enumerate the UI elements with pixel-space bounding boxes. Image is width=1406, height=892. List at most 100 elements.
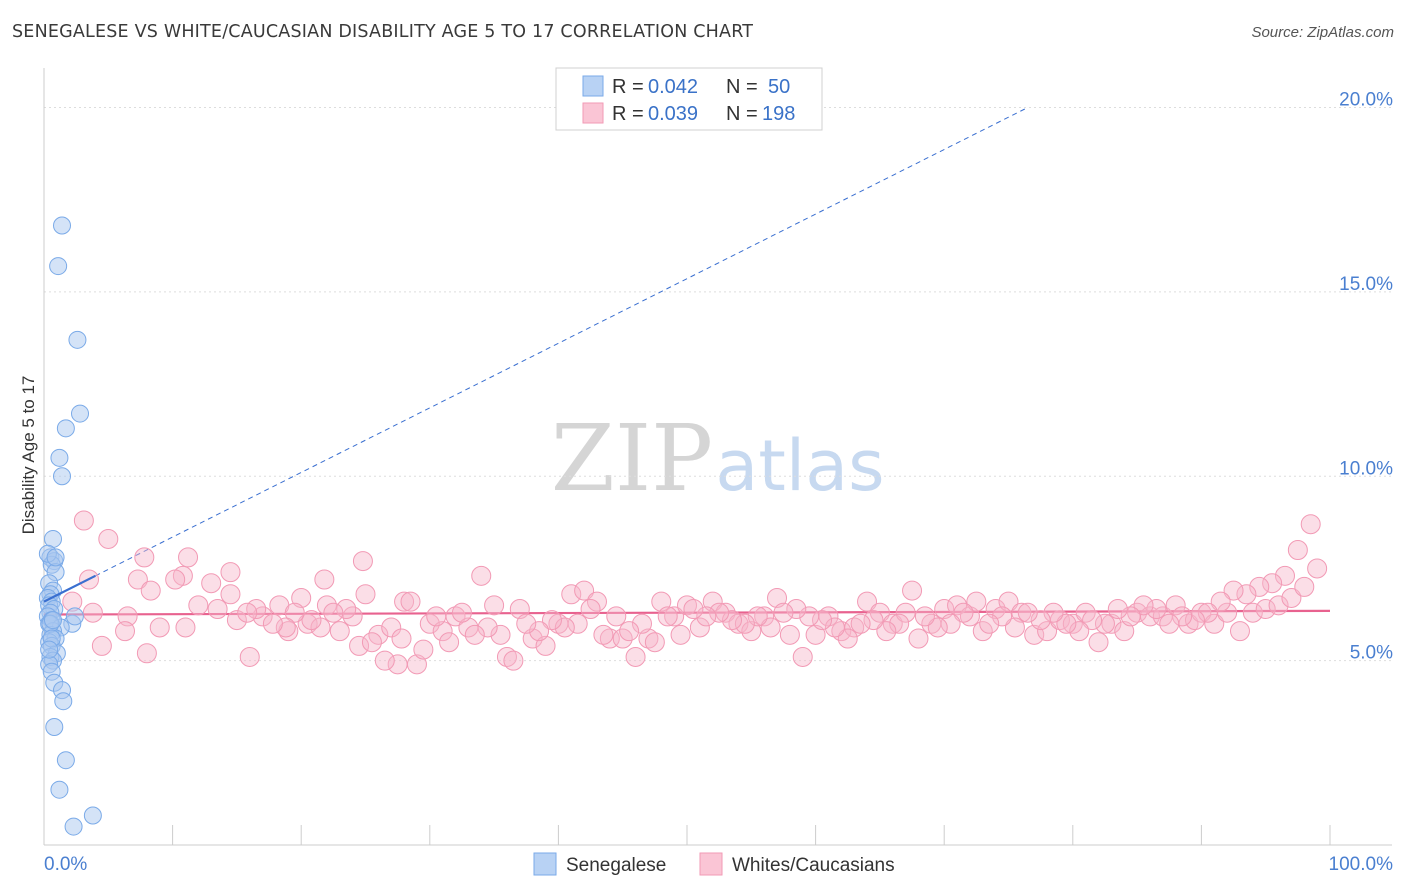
whites-point — [631, 613, 652, 634]
whites-point — [149, 617, 170, 638]
chart-title: SENEGALESE VS WHITE/CAUCASIAN DISABILITY… — [12, 22, 754, 42]
whites-point — [1229, 621, 1250, 642]
whites-point — [1082, 610, 1103, 631]
senegalese-points — [38, 216, 102, 836]
whites-point — [709, 602, 730, 623]
whites-point — [1101, 613, 1122, 634]
whites-point — [391, 628, 412, 649]
whites-point — [426, 606, 447, 627]
whites-point — [115, 621, 136, 642]
whites-point — [406, 654, 427, 675]
whites-point — [1011, 602, 1032, 623]
whites-point — [91, 635, 112, 656]
whites-point — [1165, 595, 1186, 616]
bottom-legend: Senegalese Whites/Caucasians — [533, 852, 895, 876]
whites-point — [664, 606, 685, 627]
whites-point — [496, 646, 517, 667]
senegalese-point — [56, 419, 75, 438]
whites-point — [953, 602, 974, 623]
y-tick-label: 5.0% — [1350, 643, 1393, 664]
senegalese-point — [65, 607, 84, 626]
whites-point — [400, 591, 421, 612]
whites-point — [850, 613, 871, 634]
whites-point — [477, 617, 498, 638]
whites-point — [567, 613, 588, 634]
whites-point — [529, 621, 550, 642]
whites-point — [966, 591, 987, 612]
whites-point — [127, 569, 148, 590]
whites-point — [1300, 514, 1321, 535]
whites-point — [117, 606, 138, 627]
whites-point — [644, 632, 665, 653]
whites-point — [702, 591, 723, 612]
whites-point — [329, 621, 350, 642]
whites-point — [535, 635, 556, 656]
whites-point — [220, 584, 241, 605]
whites-point — [979, 613, 1000, 634]
axes: 5.0% 10.0% 15.0% 20.0% 0.0% 100.0% — [43, 68, 1393, 875]
whites-point — [677, 595, 697, 616]
whites-point — [1133, 595, 1154, 616]
whites-trend-line — [43, 609, 1331, 616]
whites-point — [262, 613, 283, 634]
whites-point — [361, 632, 382, 653]
whites-point — [1056, 613, 1077, 634]
whites-point — [82, 602, 103, 623]
whites-point — [940, 613, 961, 634]
whites-point — [625, 646, 646, 667]
senegalese-point — [49, 257, 68, 276]
whites-point — [593, 624, 614, 645]
watermark-atlas: atlas — [715, 425, 884, 507]
whites-point — [773, 602, 794, 623]
whites-point — [1242, 602, 1263, 623]
whites-point — [516, 613, 537, 634]
legend-n-value: 50 — [768, 76, 790, 98]
whites-point — [432, 621, 453, 642]
whites-point — [580, 599, 601, 619]
whites-point — [1114, 621, 1135, 642]
senegalese-point — [50, 448, 69, 467]
whites-point — [683, 599, 704, 619]
whites-point — [1223, 580, 1244, 601]
bottom-legend-swatch-senegalese — [533, 852, 557, 876]
whites-point — [734, 613, 755, 634]
whites-point — [1281, 587, 1302, 608]
whites-point — [1294, 576, 1315, 597]
whites-point — [355, 584, 376, 605]
whites-point — [1088, 632, 1109, 653]
legend-swatch-whites — [582, 102, 604, 124]
senegalese-point — [56, 751, 75, 770]
whites-point — [1249, 576, 1270, 597]
whites-point — [175, 617, 196, 638]
whites-point — [657, 606, 678, 627]
senegalese-point — [68, 330, 87, 349]
senegalese-trend-extension — [95, 107, 1029, 577]
legend-r-value: 0.042 — [648, 76, 698, 98]
whites-point — [490, 624, 511, 645]
whites-point — [275, 617, 296, 638]
whites-point — [1094, 613, 1115, 634]
y-tick-label: 20.0% — [1339, 90, 1393, 111]
legend-n-value: 198 — [762, 103, 795, 125]
whites-point — [98, 528, 119, 549]
legend-swatch-senegalese — [582, 75, 604, 97]
whites-point — [824, 617, 845, 638]
whites-point — [178, 547, 199, 568]
whites-point — [574, 580, 595, 601]
whites-point — [992, 606, 1013, 627]
trend-lines — [43, 107, 1331, 616]
whites-point — [1236, 584, 1257, 605]
whites-point — [889, 613, 910, 634]
whites-point — [747, 606, 768, 627]
whites-point — [484, 595, 505, 616]
whites-point — [902, 580, 923, 601]
whites-point — [1287, 540, 1308, 560]
senegalese-point — [54, 692, 73, 711]
whites-point — [1184, 610, 1205, 631]
whites-point — [760, 617, 781, 638]
senegalese-point — [83, 806, 102, 825]
whites-point — [754, 606, 775, 627]
whites-point — [998, 591, 1019, 612]
whites-point — [509, 599, 530, 619]
whites-point — [606, 606, 627, 627]
